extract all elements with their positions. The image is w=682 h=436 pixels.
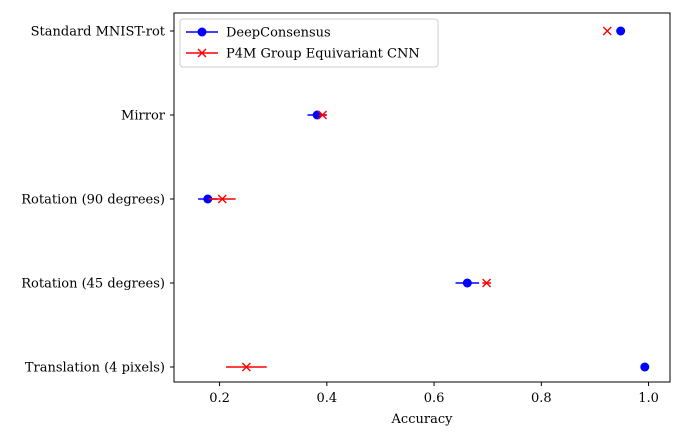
x-tick-label: 0.4 bbox=[316, 391, 337, 406]
legend-item: P4M Group Equivariant CNN bbox=[186, 47, 420, 62]
y-tick-label: Standard MNIST-rot bbox=[31, 25, 166, 40]
series-p4m-group-equivariant-cnn bbox=[208, 26, 612, 372]
y-tick-label: Translation (4 pixels) bbox=[25, 361, 165, 376]
data-point bbox=[241, 362, 251, 372]
plot-area bbox=[198, 26, 650, 372]
data-point bbox=[640, 362, 650, 372]
legend-marker bbox=[197, 27, 207, 37]
data-point bbox=[482, 278, 492, 288]
x-tick-label: 1.0 bbox=[638, 391, 659, 406]
plot-frame bbox=[173, 12, 671, 383]
data-point bbox=[602, 26, 612, 36]
y-tick-label: Rotation (45 degrees) bbox=[21, 277, 165, 292]
y-axis: Standard MNIST-rot Mirror Rotation (90 deg… bbox=[21, 25, 174, 376]
series-deepconsensus bbox=[198, 26, 650, 372]
data-point bbox=[318, 110, 328, 120]
legend: DeepConsensus P4M Group Equivariant CNN bbox=[179, 18, 439, 68]
x-axis: 0.2 0.4 0.6 0.8 1.0 bbox=[209, 382, 659, 406]
x-tick-label: 0.2 bbox=[209, 391, 230, 406]
y-tick-label: Mirror bbox=[121, 109, 166, 124]
legend-marker bbox=[197, 48, 207, 58]
legend-label: P4M Group Equivariant CNN bbox=[226, 47, 420, 62]
x-tick-label: 0.8 bbox=[531, 391, 552, 406]
legend-label: DeepConsensus bbox=[226, 26, 331, 41]
legend-box bbox=[179, 18, 439, 68]
x-tick-label: 0.6 bbox=[424, 391, 445, 406]
legend-item: DeepConsensus bbox=[186, 26, 331, 41]
data-point bbox=[616, 26, 626, 36]
data-point bbox=[217, 194, 227, 204]
y-tick-label: Rotation (90 degrees) bbox=[21, 193, 165, 208]
data-point bbox=[203, 194, 213, 204]
x-axis-label: Accuracy bbox=[391, 412, 454, 427]
data-point bbox=[462, 278, 472, 288]
